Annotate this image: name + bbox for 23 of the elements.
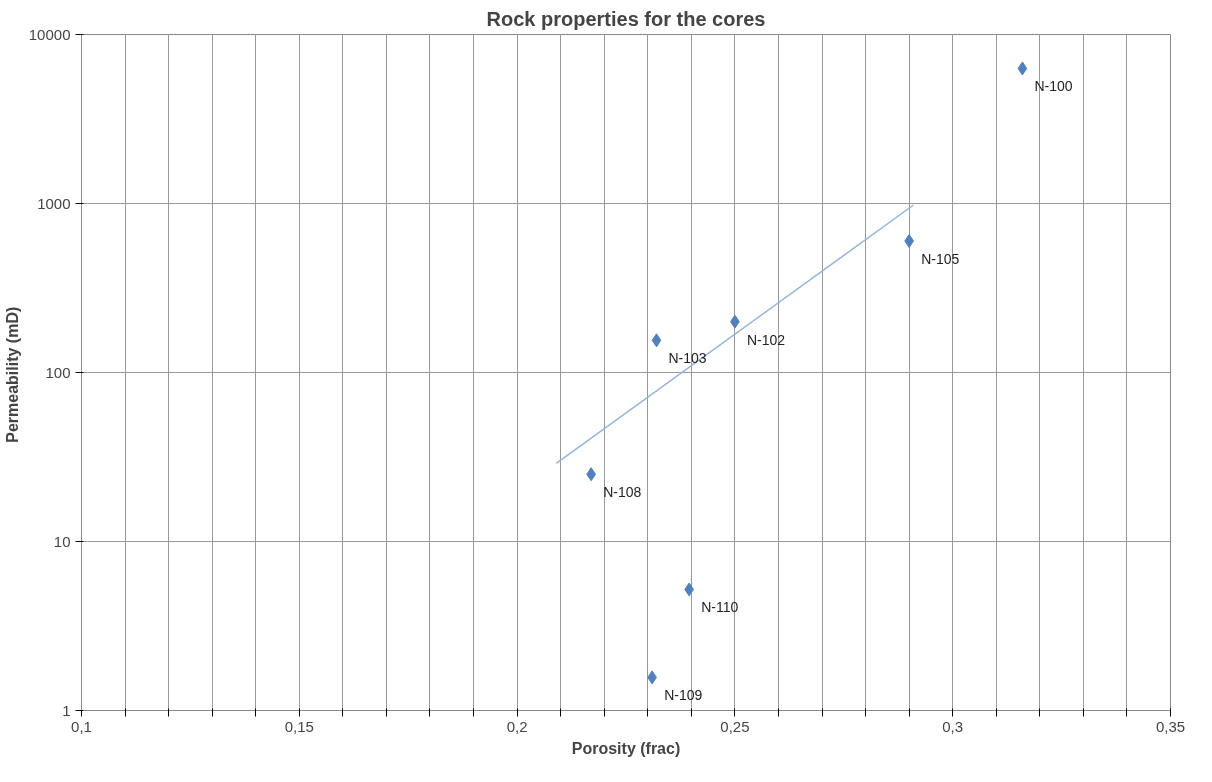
y-tick-label: 10000: [28, 25, 71, 43]
annotation: N-103: [668, 350, 707, 367]
y-tick-label: 1: [62, 701, 71, 719]
y-axis-title: Permeability (mD): [3, 306, 21, 443]
y-tick-label: 100: [45, 363, 71, 381]
x-tick-label: 0,1: [71, 717, 92, 735]
annotation: N-110: [701, 599, 739, 616]
annotation: N-108: [603, 484, 642, 501]
x-tick-label: 0,15: [284, 717, 314, 735]
x-tick-label: 0,25: [720, 717, 750, 735]
annotation: N-100: [1034, 78, 1073, 95]
point: [651, 333, 662, 348]
chart-title: Rock properties for the cores: [486, 7, 766, 30]
y-tick-label: 1000: [37, 194, 71, 212]
y-tick-label: 10: [53, 532, 71, 550]
x-tick-label: 0,2: [506, 717, 528, 735]
x-tick-label: 0,35: [1155, 717, 1186, 735]
annotation: N-102: [746, 331, 786, 348]
annotation: N-105: [921, 250, 960, 267]
point: [1017, 61, 1028, 76]
annotation: N-109: [664, 687, 703, 704]
x-axis-title: Porosity (frac): [571, 739, 681, 757]
x-tick-label: 0,3: [942, 717, 964, 735]
